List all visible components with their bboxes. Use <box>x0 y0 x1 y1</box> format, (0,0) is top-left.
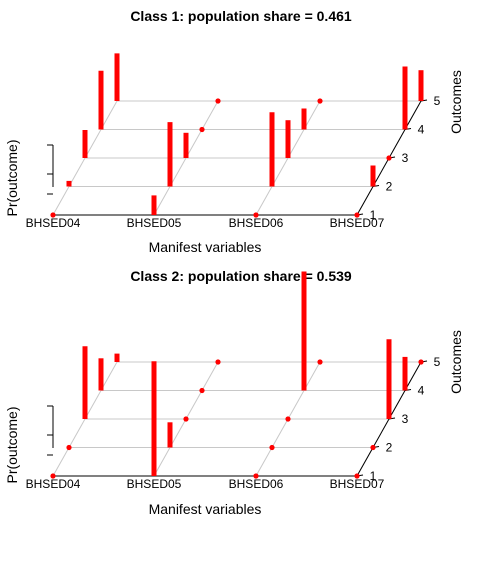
probability-point <box>66 444 72 451</box>
probability-point <box>354 212 360 218</box>
grid <box>52 99 428 216</box>
outcome-tick-labels: 12 34 5 <box>370 94 441 222</box>
outcome-tick-label: 4 <box>418 384 425 398</box>
probability-point <box>386 155 392 161</box>
probability-point <box>199 387 205 394</box>
probability-point <box>183 416 189 422</box>
category-tick-label: BHSED07 <box>330 477 385 491</box>
outcome-tick-label: 5 <box>434 94 441 108</box>
z-axis-label: Outcomes <box>448 70 464 134</box>
z-axis-label: Outcomes <box>448 330 464 394</box>
probability-point <box>317 98 323 104</box>
class-1-panel: Class 1: population share = 0.461 BHSED0… <box>4 8 464 255</box>
probability-point <box>285 416 291 422</box>
x-tick-labels: BHSED04 BHSED05 BHSED06 BHSED07 <box>26 477 385 491</box>
outcome-tick-label: 1 <box>370 469 377 483</box>
probability-point <box>370 444 376 451</box>
category-tick-label: BHSED04 <box>26 216 81 230</box>
outcome-tick-label: 2 <box>386 441 393 455</box>
category-tick-label: BHSED06 <box>229 216 284 230</box>
x-tick-labels: BHSED04 BHSED05 BHSED06 BHSED07 <box>26 216 385 230</box>
y-axis-label: Pr(outcome) <box>4 406 20 483</box>
probability-point <box>253 212 259 218</box>
probability-point <box>253 473 259 479</box>
outcome-tick-label: 1 <box>370 208 377 222</box>
probability-point <box>215 359 221 365</box>
probability-point <box>317 359 323 365</box>
probability-point <box>418 359 424 365</box>
bars <box>50 271 424 479</box>
x-axis-label: Manifest variables <box>149 501 262 517</box>
outcome-tick-label: 3 <box>402 412 409 426</box>
category-tick-label: BHSED04 <box>26 477 81 491</box>
grid <box>52 360 428 477</box>
probability-point <box>354 473 360 479</box>
class-2-panel: Class 2: population share = 0.539 BHSED0… <box>4 268 464 517</box>
outcome-tick-label: 3 <box>402 151 409 165</box>
category-tick-label: BHSED05 <box>127 477 182 491</box>
bars <box>50 53 424 218</box>
probability-point <box>215 98 221 104</box>
outcome-tick-label: 4 <box>418 123 425 137</box>
probability-point <box>50 473 56 479</box>
probability-point <box>50 212 56 218</box>
y-axis-label: Pr(outcome) <box>4 139 20 216</box>
y-axis <box>47 144 54 195</box>
chart-title: Class 2: population share = 0.539 <box>130 268 352 284</box>
category-tick-label: BHSED07 <box>330 216 385 230</box>
category-tick-label: BHSED05 <box>127 216 182 230</box>
outcome-tick-label: 5 <box>434 355 441 369</box>
outcome-tick-label: 2 <box>386 180 393 194</box>
category-tick-label: BHSED06 <box>229 477 284 491</box>
probability-point <box>269 444 275 451</box>
x-axis-label: Manifest variables <box>149 239 262 255</box>
y-axis <box>47 405 54 456</box>
outcome-tick-labels: 12 34 5 <box>370 355 441 483</box>
chart-title: Class 1: population share = 0.461 <box>130 8 352 24</box>
probability-point <box>199 126 205 133</box>
